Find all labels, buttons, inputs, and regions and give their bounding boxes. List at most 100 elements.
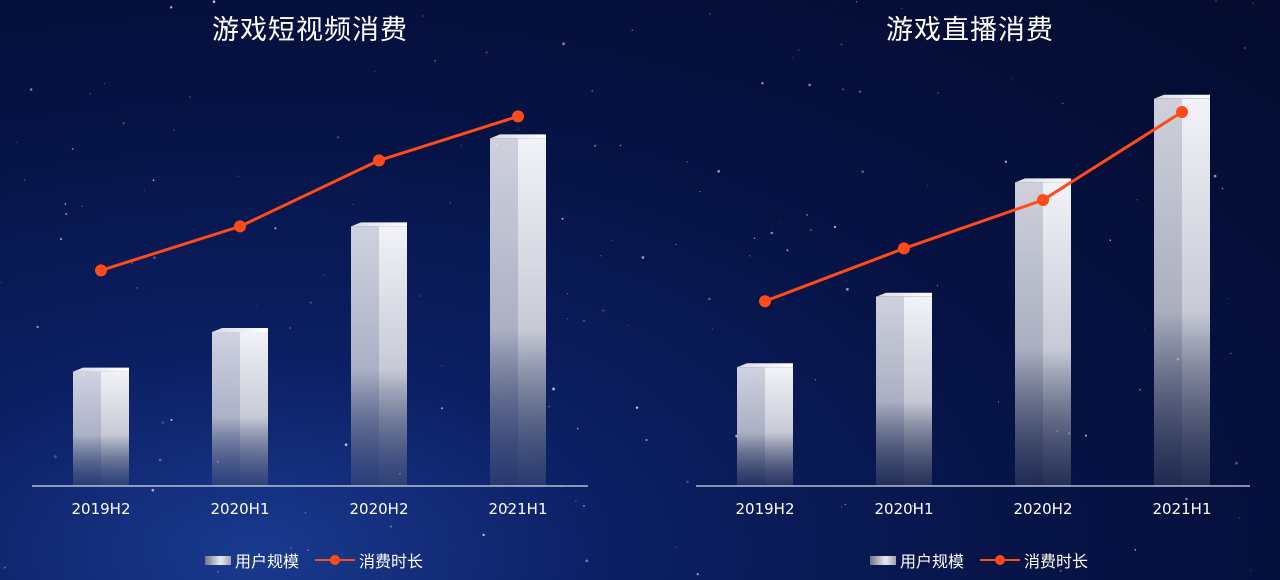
star — [1230, 352, 1232, 355]
star — [53, 455, 57, 459]
star — [440, 407, 444, 410]
star — [255, 305, 257, 307]
bar-right-face — [240, 332, 268, 486]
star — [482, 533, 485, 537]
bar-2019H2 — [737, 363, 793, 486]
star — [1235, 461, 1238, 465]
bar-left-face — [737, 367, 765, 486]
x-tick-label: 2021H1 — [489, 500, 548, 518]
star — [1227, 297, 1229, 299]
star — [89, 93, 91, 95]
line-point-2021H1 — [1176, 106, 1188, 118]
bar-left-face — [490, 138, 518, 486]
star — [997, 401, 1000, 403]
star — [81, 205, 83, 207]
bar-top-face — [1015, 178, 1071, 183]
star — [711, 328, 713, 330]
star — [552, 387, 556, 391]
star — [861, 170, 864, 173]
star — [158, 458, 162, 462]
star — [635, 406, 639, 409]
star — [98, 510, 100, 512]
star — [441, 365, 443, 367]
star — [761, 82, 764, 85]
star — [389, 525, 392, 528]
star — [627, 324, 629, 326]
legend-bar-swatch — [870, 555, 896, 565]
star — [238, 175, 239, 177]
star — [65, 213, 68, 215]
star — [786, 249, 789, 252]
star — [936, 284, 939, 287]
bar-2021H1 — [490, 134, 546, 486]
x-tick-label: 2021H1 — [1153, 500, 1212, 518]
chart-plot-live-stream: 2019H2 2020H1 2020H2 2021H1 — [696, 94, 1250, 518]
line-point-2020H2 — [373, 154, 385, 167]
star — [937, 92, 939, 94]
star — [770, 231, 774, 235]
star — [274, 227, 277, 230]
star — [792, 57, 794, 59]
legend-label-line: 消费时长 — [359, 552, 424, 571]
bar-top-face — [73, 367, 129, 372]
star — [376, 578, 378, 580]
star — [130, 261, 134, 265]
star — [575, 500, 577, 502]
x-tick-label: 2019H2 — [736, 500, 795, 518]
bar-2020H1 — [876, 292, 932, 486]
star — [122, 121, 125, 125]
star — [717, 170, 720, 173]
star — [1134, 548, 1137, 551]
star — [1004, 160, 1008, 163]
star — [1144, 329, 1145, 331]
star — [840, 506, 843, 508]
star — [585, 559, 589, 563]
x-tick-label: 2020H1 — [211, 500, 270, 518]
star — [844, 503, 846, 506]
star — [16, 141, 18, 143]
star — [837, 4, 839, 5]
star — [374, 71, 376, 73]
star — [212, 0, 216, 4]
star — [324, 274, 325, 276]
bar-top-face — [351, 222, 407, 227]
star — [217, 570, 219, 573]
star — [901, 7, 903, 10]
star — [1215, 0, 1217, 2]
legend-label-bar: 用户规模 — [235, 552, 300, 571]
star — [675, 546, 677, 548]
line-point-2020H1 — [234, 220, 246, 233]
star — [352, 203, 355, 206]
bar-left-face — [351, 226, 379, 486]
bar-right-face — [101, 371, 129, 486]
bar-top-face — [490, 134, 546, 139]
star — [566, 318, 568, 320]
star — [433, 59, 437, 62]
line-point-2019H2 — [95, 264, 107, 277]
star — [485, 51, 488, 54]
chart-legend: 用户规模 消费时长 — [870, 548, 1088, 572]
star — [1074, 552, 1077, 555]
star — [517, 128, 520, 131]
chart-title: 游戏直播消费 — [886, 15, 1054, 46]
star — [23, 178, 26, 181]
star — [189, 96, 191, 98]
star — [686, 480, 689, 484]
star — [840, 43, 843, 46]
bar-2020H1 — [212, 328, 268, 486]
legend-line-swatch — [315, 554, 356, 566]
legend-label-bar: 用户规模 — [900, 552, 965, 571]
star — [814, 379, 816, 381]
star — [1243, 46, 1247, 50]
star — [36, 325, 39, 329]
star — [566, 293, 568, 295]
star — [173, 128, 176, 131]
star — [344, 443, 348, 447]
chart-plot-short-video: 2019H2 2020H1 2020H2 2021H1 — [32, 110, 588, 518]
bar-2020H2 — [1015, 178, 1071, 486]
star — [3, 566, 6, 569]
star — [675, 243, 677, 246]
x-tick-label: 2020H2 — [350, 500, 409, 518]
star — [1252, 2, 1254, 4]
line-point-2019H2 — [759, 295, 771, 308]
